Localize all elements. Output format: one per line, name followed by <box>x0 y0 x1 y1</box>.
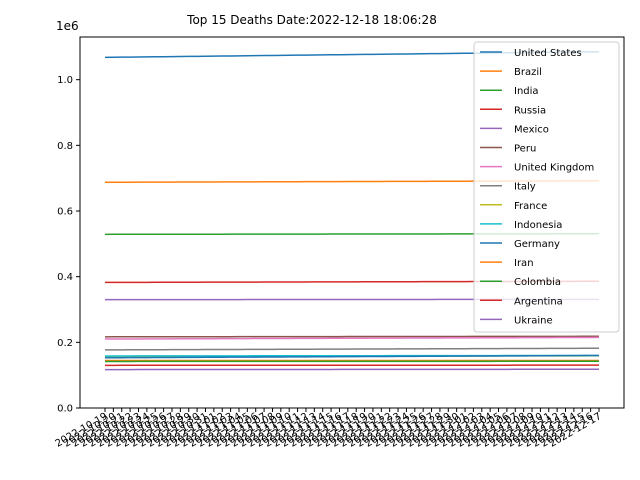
legend: United States Brazil India Russia Mexico Peru… <box>473 41 620 333</box>
y-tick-label: 0.8 <box>57 141 73 152</box>
legend-label: Ukraine <box>514 315 553 326</box>
legend-label: Iran <box>514 258 534 269</box>
series-line-7 <box>104 347 600 351</box>
y-offset-label: 1e6 <box>56 19 79 33</box>
legend-box <box>473 41 620 333</box>
series-line-5 <box>104 335 599 338</box>
y-tick-label: 0.2 <box>57 338 73 349</box>
chart-title: Top 15 Deaths Date:2022-12-18 18:06:28 <box>186 13 437 27</box>
legend-label: Mexico <box>514 124 549 135</box>
series-line-10 <box>104 354 600 359</box>
y-tick-label: 0.6 <box>57 207 73 218</box>
legend-label: France <box>514 201 547 212</box>
x-axis-ticks: 2022-10-192022-10-202022-10-212022-10-22… <box>54 408 604 450</box>
legend-label: Russia <box>514 105 546 116</box>
y-tick-label: 0.0 <box>57 404 73 415</box>
y-axis-ticks: 0.0 0.2 0.4 0.6 0.8 1.0 <box>57 75 80 415</box>
legend-label: Peru <box>514 144 536 155</box>
plot-frame <box>79 36 625 409</box>
legend-label: United States <box>514 48 582 59</box>
legend-label: Italy <box>514 182 536 193</box>
y-tick-label: 0.4 <box>57 272 73 283</box>
legend-label: Indonesia <box>514 220 562 231</box>
legend-label: India <box>514 86 539 97</box>
legend-label: Germany <box>514 239 560 250</box>
legend-label: Colombia <box>514 277 561 288</box>
legend-label: Argentina <box>514 296 563 307</box>
y-tick-label: 1.0 <box>57 75 73 86</box>
legend-label: Brazil <box>514 67 542 78</box>
series-lines <box>104 51 600 371</box>
legend-label: United Kingdom <box>514 163 594 174</box>
series-line-6 <box>104 336 600 340</box>
